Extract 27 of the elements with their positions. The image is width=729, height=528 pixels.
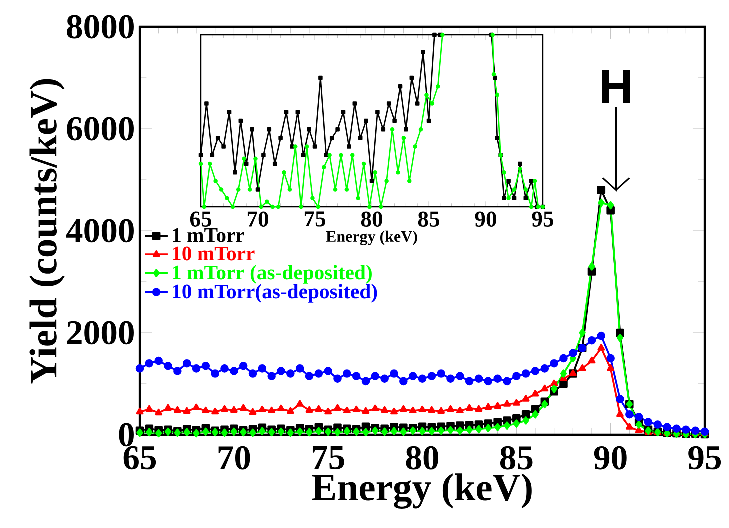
legend-label: 1 mTorr (as-deposited) — [173, 265, 372, 284]
x-tick-label: 80 — [361, 212, 382, 228]
x-tick-label: 80 — [406, 446, 439, 470]
annotation: H — [602, 70, 630, 104]
legend-label: 10 mTorr(as-deposited) — [173, 284, 378, 303]
x-tick-label: 65 — [124, 446, 156, 470]
x-axis-title: Energy (keV) — [326, 230, 418, 246]
x-tick-label: 95 — [688, 446, 722, 470]
y-tick-label: 8000 — [67, 15, 134, 39]
x-tick-label: 85 — [500, 446, 533, 470]
x-axis-title: Energy (keV) — [312, 474, 532, 509]
x-tick-label: 90 — [594, 446, 627, 470]
x-tick-label: 75 — [304, 212, 326, 227]
x-tick-label: 70 — [248, 212, 268, 228]
x-tick-label: 85 — [418, 212, 440, 228]
x-tick-label: 70 — [218, 446, 250, 470]
y-tick-label: 2000 — [67, 321, 134, 345]
x-tick-label: 75 — [312, 446, 344, 470]
legend-label: 10 mTorr — [173, 246, 255, 261]
y-tick-label: 6000 — [67, 117, 134, 141]
x-tick-label: 95 — [532, 212, 554, 227]
legend-label: 1 mTorr — [173, 228, 244, 242]
y-tick-label: 0 — [119, 423, 134, 447]
x-tick-label: 90 — [475, 212, 496, 228]
y-tick-label: 4000 — [66, 219, 134, 243]
x-tick-label: 65 — [190, 212, 212, 227]
y-axis-title: Yield (counts/keV) — [30, 79, 65, 384]
